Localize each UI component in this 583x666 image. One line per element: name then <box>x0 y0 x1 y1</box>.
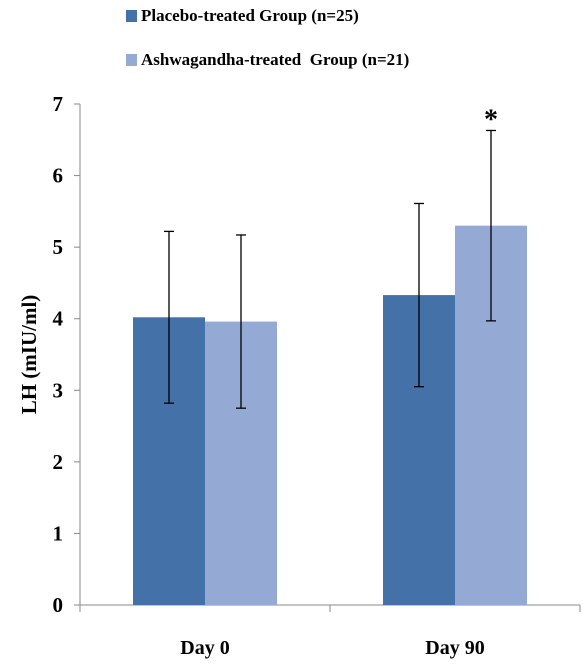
y-tick-label: 4 <box>53 307 64 331</box>
y-tick-label: 3 <box>53 378 64 402</box>
y-tick-label: 1 <box>53 521 64 545</box>
y-tick-label: 7 <box>53 92 64 116</box>
y-tick-label: 0 <box>53 593 64 617</box>
y-tick-label: 6 <box>53 164 64 188</box>
y-tick-label: 5 <box>53 235 64 259</box>
y-axis-title: LH (mIU/ml) <box>17 295 41 415</box>
legend-swatch-placebo <box>126 10 137 22</box>
legend-label-placebo: Placebo-treated Group (n=25) <box>141 6 359 25</box>
legend-swatch-ashwagandha <box>126 54 137 66</box>
x-category-label: Day 0 <box>180 637 229 659</box>
x-category-label: Day 90 <box>425 637 484 659</box>
legend-label-ashwagandha: Ashwagandha-treated Group (n=21) <box>141 50 410 69</box>
legend-item-placebo: Placebo-treated Group (n=25) <box>126 6 359 26</box>
y-tick-label: 2 <box>53 450 64 474</box>
significance-asterisk: * <box>484 104 498 135</box>
legend-item-ashwagandha: Ashwagandha-treated Group (n=21) <box>126 50 409 70</box>
